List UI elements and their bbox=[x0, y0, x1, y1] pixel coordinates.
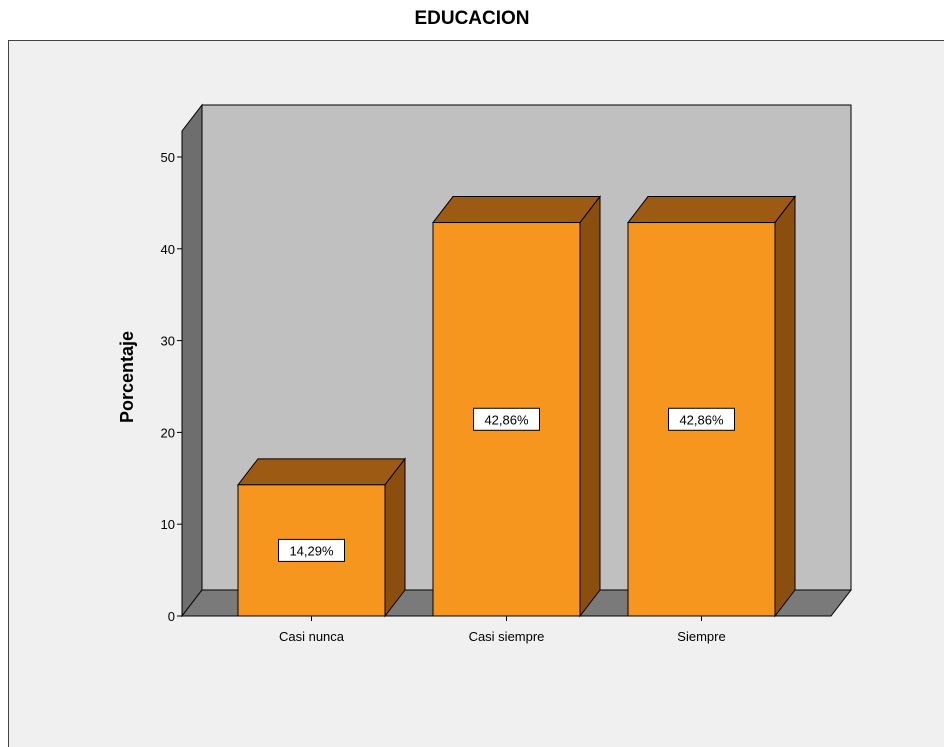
bar-top bbox=[236, 458, 407, 486]
side-wall bbox=[181, 103, 203, 618]
x-tick-label: Siempre bbox=[677, 629, 725, 644]
y-tick-label: 10 bbox=[161, 517, 175, 532]
y-tick-label: 20 bbox=[161, 425, 175, 440]
x-tick-label: Casi nunca bbox=[279, 629, 345, 644]
x-tick-label: Casi siempre bbox=[469, 629, 545, 644]
bar-side bbox=[384, 457, 406, 618]
bar-top bbox=[626, 196, 797, 224]
data-label: 14,29% bbox=[289, 543, 334, 558]
bar-group: 42,86% Casi siempre bbox=[431, 195, 602, 644]
chart-title: EDUCACION bbox=[414, 8, 530, 29]
data-label: 42,86% bbox=[484, 412, 529, 427]
y-axis: 0 10 20 30 40 50 bbox=[161, 150, 183, 624]
data-label-box bbox=[668, 407, 735, 431]
y-tick-label: 50 bbox=[161, 150, 175, 165]
data-label-box bbox=[473, 407, 540, 431]
bar-top bbox=[431, 196, 602, 224]
bar-side bbox=[579, 195, 601, 618]
bar-group: 14,29% Casi nunca bbox=[236, 457, 407, 644]
bar-group: 42,86% Siempre bbox=[626, 195, 797, 644]
data-label: 42,86% bbox=[679, 412, 724, 427]
bar-side bbox=[774, 195, 796, 618]
y-tick-label: 0 bbox=[168, 609, 175, 624]
y-tick-label: 40 bbox=[161, 242, 175, 257]
y-tick-label: 30 bbox=[161, 334, 175, 349]
y-axis-label: Porcentaje bbox=[117, 331, 137, 423]
data-label-box bbox=[278, 538, 345, 562]
